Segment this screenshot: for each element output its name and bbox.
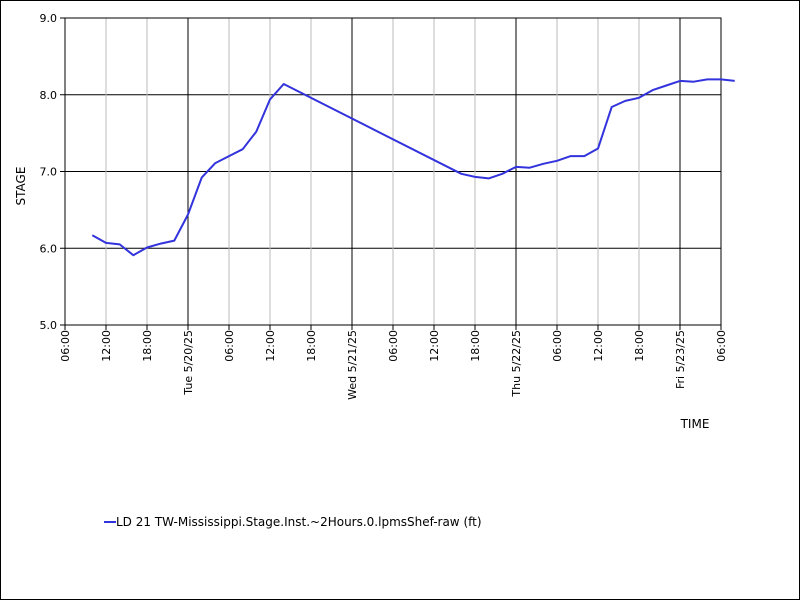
x-tick-label: 18:00 bbox=[633, 330, 646, 362]
x-tick-label: 12:00 bbox=[264, 330, 277, 362]
y-tick-label: 7.0 bbox=[40, 166, 58, 179]
legend: LD 21 TW-Mississippi.Stage.Inst.~2Hours.… bbox=[104, 515, 482, 529]
x-tick-label: 18:00 bbox=[305, 330, 318, 362]
x-tick-label: 06:00 bbox=[387, 330, 400, 362]
grid bbox=[64, 17, 722, 326]
x-tick-label: 06:00 bbox=[223, 330, 236, 362]
y-axis-ticks: 5.0 6.0 7.0 8.0 9.0 bbox=[40, 12, 65, 332]
x-tick-label: Tue 5/20/25 bbox=[182, 330, 195, 396]
series-line-0 bbox=[91, 78, 735, 257]
y-tick-label: 9.0 bbox=[40, 12, 58, 25]
x-tick-label: Wed 5/21/25 bbox=[346, 330, 359, 400]
legend-label: LD 21 TW-Mississippi.Stage.Inst.~2Hours.… bbox=[116, 515, 482, 529]
x-axis-ticks: 06:00 12:00 18:00 Tue 5/20/25 06:00 12:00 18:0… bbox=[59, 325, 728, 400]
x-tick-label: 12:00 bbox=[100, 330, 113, 362]
x-axis-label: TIME bbox=[680, 417, 710, 431]
series-layer bbox=[91, 78, 735, 257]
x-tick-label: 18:00 bbox=[469, 330, 482, 362]
x-tick-label: Thu 5/22/25 bbox=[510, 330, 523, 398]
x-tick-label: 12:00 bbox=[592, 330, 605, 362]
x-tick-label: 06:00 bbox=[551, 330, 564, 362]
x-tick-label: 06:00 bbox=[59, 330, 72, 362]
x-tick-label: 18:00 bbox=[141, 330, 154, 362]
y-tick-label: 5.0 bbox=[40, 319, 58, 332]
y-axis-label: STAGE bbox=[14, 167, 28, 206]
y-tick-label: 8.0 bbox=[40, 89, 58, 102]
y-tick-label: 6.0 bbox=[40, 242, 58, 255]
x-tick-label: Fri 5/23/25 bbox=[674, 330, 687, 389]
x-tick-label: 06:00 bbox=[715, 330, 728, 362]
x-tick-label: 12:00 bbox=[428, 330, 441, 362]
